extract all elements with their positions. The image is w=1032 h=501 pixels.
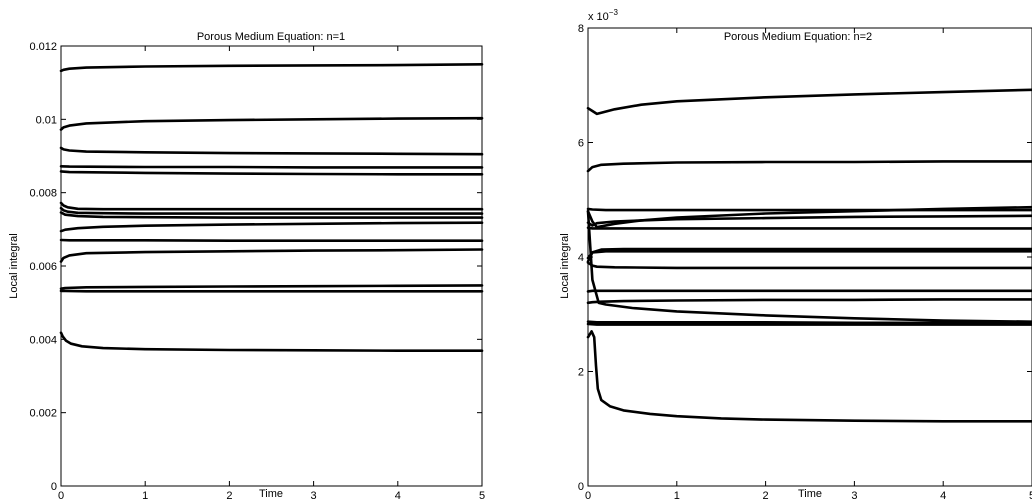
x-tick-label: 3	[851, 490, 857, 501]
series-line-8	[59, 211, 484, 219]
chart-title: Porous Medium Equation: n=1	[197, 31, 345, 43]
series-line-14	[59, 331, 484, 353]
x-tick-label: 4	[940, 490, 946, 501]
tick-layer: 0 1 2 3 4 5 0 2 4 6 8	[578, 23, 1032, 501]
x-tick-label: 0	[585, 490, 591, 501]
x-tick-label: 3	[311, 490, 317, 501]
series-line-6	[59, 201, 484, 211]
series-line-2	[59, 116, 484, 131]
y-axis-label: Local integral	[8, 233, 20, 298]
series-line-14	[586, 322, 1032, 326]
series-line-10	[586, 289, 1032, 293]
series-line-4	[59, 165, 484, 169]
chart-title: Porous Medium Equation: n=2	[724, 31, 872, 43]
series-layer	[586, 88, 1032, 423]
x-axis-label: Time	[798, 488, 822, 500]
y-tick-label: 0.004	[29, 334, 57, 346]
plot-frame	[587, 27, 1032, 487]
series-line-1	[59, 63, 484, 73]
series-line-7	[59, 206, 484, 215]
series-line-12	[59, 284, 484, 291]
series-line-3	[59, 146, 484, 156]
y-tick-label: 0.008	[29, 188, 57, 200]
series-line-5	[59, 170, 484, 176]
y-tick-label: 0.012	[29, 41, 57, 53]
series-line-2	[586, 160, 1032, 173]
y-tick-label: 6	[578, 138, 584, 150]
x-tick-label: 0	[58, 490, 64, 501]
y-tick-label: 4	[578, 252, 584, 264]
x-axis-label: Time	[259, 488, 283, 500]
tick-layer: 0 1 2 3 4 5 0 0.002 0.004 0.006 0.008 0.01 0.012	[29, 41, 485, 501]
series-line-12	[586, 209, 1032, 324]
plot-frame	[60, 45, 483, 487]
y-axis-exponent: x 10−3	[588, 8, 618, 23]
y-exponent-power: −3	[609, 8, 619, 17]
series-line-11	[586, 298, 1032, 305]
x-tick-label: 5	[1029, 490, 1032, 501]
series-line-9	[586, 261, 1032, 270]
x-tick-label: 2	[226, 490, 232, 501]
y-tick-label: 0	[578, 481, 584, 493]
y-exponent-base: x 10	[588, 11, 609, 23]
x-tick-label: 1	[142, 490, 148, 501]
series-line-9	[59, 221, 484, 233]
series-line-11	[59, 248, 484, 263]
y-tick-label: 8	[578, 23, 584, 35]
series-line-1	[586, 88, 1032, 116]
y-tick-label: 0	[51, 481, 57, 493]
y-axis-label: Local integral	[559, 233, 571, 298]
y-tick-label: 0.006	[29, 261, 57, 273]
series-line-13	[586, 320, 1032, 325]
y-tick-label: 0.002	[29, 408, 57, 420]
chart-panel-n2: Porous Medium Equation: n=2 Time Local i…	[559, 8, 1032, 501]
y-tick-label: 2	[578, 367, 584, 379]
y-tick-label: 0.01	[36, 114, 57, 126]
series-line-10	[59, 238, 484, 242]
x-tick-label: 1	[674, 490, 680, 501]
series-layer	[59, 63, 484, 353]
x-tick-label: 2	[763, 490, 769, 501]
chart-panel-n1: Porous Medium Equation: n=1 Time Local i…	[8, 31, 485, 501]
series-line-5	[586, 214, 1032, 227]
series-line-15	[586, 330, 1032, 423]
series-line-8	[586, 250, 1032, 263]
series-line-6	[586, 226, 1032, 230]
x-tick-label: 5	[479, 490, 485, 501]
x-tick-label: 4	[395, 490, 401, 501]
